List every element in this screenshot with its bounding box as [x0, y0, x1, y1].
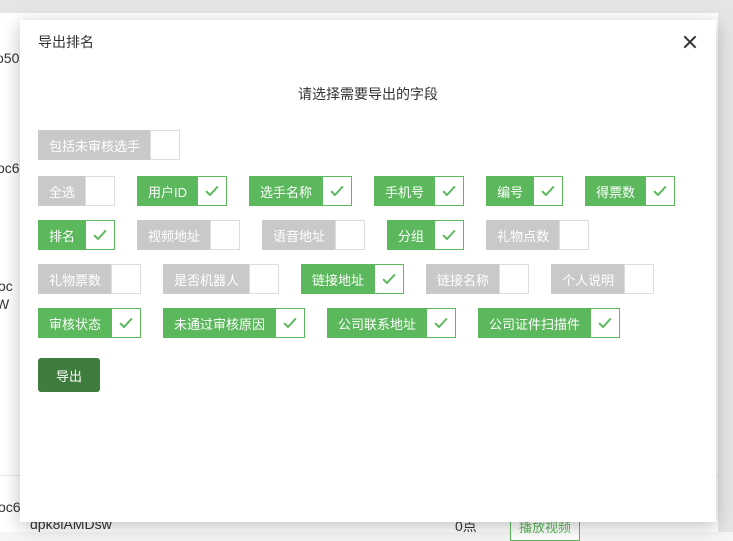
field-option-7[interactable]: 语音地址 [262, 220, 365, 250]
field-option-14[interactable]: 个人说明 [551, 264, 654, 294]
bg-text: oc6 [0, 160, 20, 176]
field-option-10[interactable]: 礼物票数 [38, 264, 141, 294]
field-checkbox [559, 220, 589, 250]
field-checkbox [111, 264, 141, 294]
field-label: 全选 [38, 176, 85, 206]
field-option-17[interactable]: 公司联系地址 [327, 308, 456, 338]
field-option-9[interactable]: 礼物点数 [486, 220, 589, 250]
fields-container: 全选 用户ID 选手名称 手机号 编号 得票数排名 视频地址 语音地址 分组 礼物点数礼物票数 是否… [38, 176, 698, 338]
field-option-8[interactable]: 分组 [387, 220, 464, 250]
field-label: 礼物点数 [486, 220, 559, 250]
field-label: 语音地址 [262, 220, 335, 250]
field-checkbox [85, 220, 115, 250]
field-checkbox [85, 176, 115, 206]
field-label: 排名 [38, 220, 85, 250]
field-option-11[interactable]: 是否机器人 [163, 264, 279, 294]
bg-text: o50 [0, 50, 19, 66]
field-option-3[interactable]: 编号 [486, 176, 563, 206]
field-label: 个人说明 [551, 264, 624, 294]
field-checkbox [249, 264, 279, 294]
field-option-6[interactable]: 视频地址 [137, 220, 240, 250]
field-option-16[interactable]: 未通过审核原因 [163, 308, 305, 338]
field-label: 链接地址 [301, 264, 374, 294]
export-button[interactable]: 导出 [38, 358, 100, 392]
field-option-2[interactable]: 手机号 [374, 176, 464, 206]
field-label: 审核状态 [38, 308, 111, 338]
field-label: 链接名称 [426, 264, 499, 294]
field-option-0[interactable]: 用户ID [137, 176, 227, 206]
field-select-all[interactable]: 全选 [38, 176, 115, 206]
field-checkbox [150, 130, 180, 160]
field-label: 包括未审核选手 [38, 130, 150, 160]
field-checkbox [590, 308, 620, 338]
bg-text: oc [0, 278, 13, 294]
field-label: 得票数 [585, 176, 645, 206]
field-checkbox [624, 264, 654, 294]
export-button-label: 导出 [56, 366, 82, 385]
field-option-5[interactable]: 排名 [38, 220, 115, 250]
field-option-4[interactable]: 得票数 [585, 176, 675, 206]
field-label: 公司联系地址 [327, 308, 426, 338]
include-row: 包括未审核选手 [38, 130, 698, 160]
field-option-13[interactable]: 链接名称 [426, 264, 529, 294]
field-label: 用户ID [137, 176, 197, 206]
field-checkbox [322, 176, 352, 206]
field-checkbox [499, 264, 529, 294]
field-label: 分组 [387, 220, 434, 250]
field-label: 礼物票数 [38, 264, 111, 294]
field-option-12[interactable]: 链接地址 [301, 264, 404, 294]
field-include-unreviewed[interactable]: 包括未审核选手 [38, 130, 180, 160]
field-option-1[interactable]: 选手名称 [249, 176, 352, 206]
field-label: 编号 [486, 176, 533, 206]
modal-subtitle: 请选择需要导出的字段 [38, 84, 698, 104]
field-label: 手机号 [374, 176, 434, 206]
bg-text: W [0, 296, 9, 312]
field-checkbox [645, 176, 675, 206]
field-checkbox [197, 176, 227, 206]
modal-header: 导出排名 [20, 20, 716, 64]
field-label: 未通过审核原因 [163, 308, 275, 338]
field-checkbox [533, 176, 563, 206]
field-option-18[interactable]: 公司证件扫描件 [478, 308, 620, 338]
field-checkbox [111, 308, 141, 338]
modal-body: 请选择需要导出的字段 包括未审核选手 全选 用户ID 选手名称 手机号 编号 得票数排名 视… [20, 64, 716, 402]
field-checkbox [335, 220, 365, 250]
field-checkbox [434, 176, 464, 206]
field-label: 选手名称 [249, 176, 322, 206]
modal-title: 导出排名 [38, 32, 94, 52]
field-label: 是否机器人 [163, 264, 249, 294]
field-label: 视频地址 [137, 220, 210, 250]
export-modal: 导出排名 请选择需要导出的字段 包括未审核选手 全选用户ID选手名称手机号编号得… [20, 20, 716, 522]
close-icon[interactable] [682, 34, 698, 50]
field-label: 公司证件扫描件 [478, 308, 590, 338]
field-checkbox [275, 308, 305, 338]
field-checkbox [374, 264, 404, 294]
field-checkbox [210, 220, 240, 250]
field-checkbox [426, 308, 456, 338]
field-checkbox [434, 220, 464, 250]
field-option-15[interactable]: 审核状态 [38, 308, 141, 338]
